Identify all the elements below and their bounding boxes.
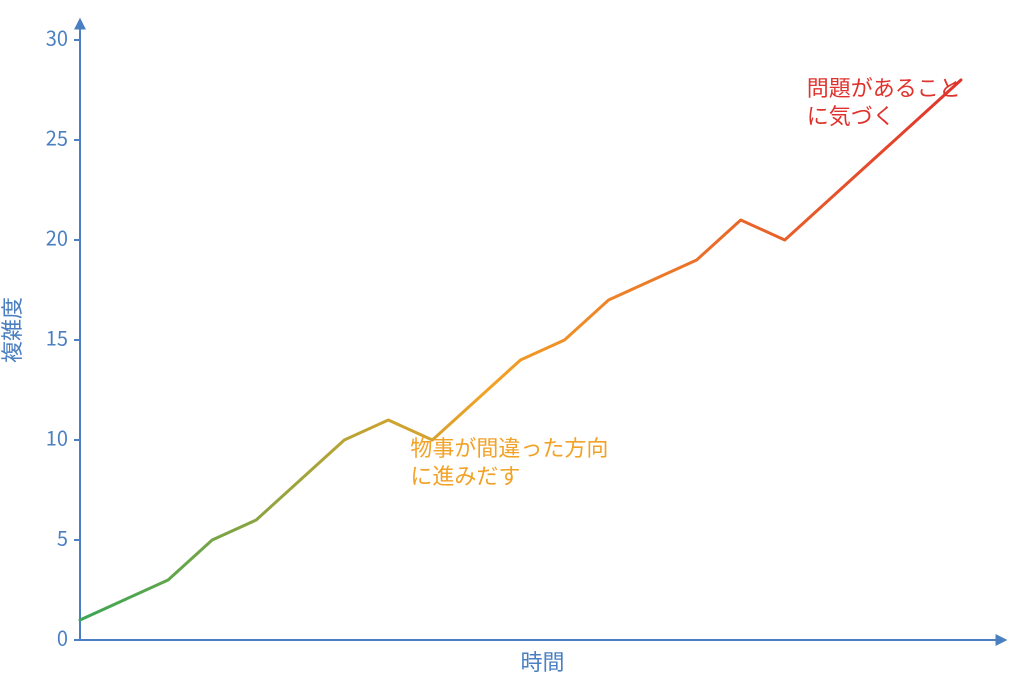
complexity-vs-time-chart: 0 5 10 15 20 25 30 複雑度時間 物事が間違った方向に進みだす 問題があることに気… bbox=[0, 0, 1020, 680]
series-line bbox=[80, 80, 961, 620]
annotation-realize-problem: 問題があることに気づく bbox=[807, 71, 961, 131]
y-axis-label: 複雑度 bbox=[0, 297, 27, 363]
chart-svg: 0 5 10 15 20 25 30 複雑度時間 物事が間違った方向に進みだす 問題があることに気… bbox=[0, 0, 1020, 680]
x-axis-label: 時間 bbox=[520, 645, 564, 677]
y-tick-label: 30 bbox=[46, 22, 68, 51]
y-tick-label: 10 bbox=[46, 422, 68, 451]
y-tick-label: 5 bbox=[57, 522, 68, 551]
y-tick-label: 25 bbox=[46, 122, 68, 151]
y-tick-label: 20 bbox=[46, 222, 68, 251]
y-tick-label: 0 bbox=[57, 622, 68, 651]
annotation-wrong-direction: 物事が間違った方向に進みだす bbox=[410, 431, 608, 491]
y-tick-label: 15 bbox=[46, 322, 68, 351]
